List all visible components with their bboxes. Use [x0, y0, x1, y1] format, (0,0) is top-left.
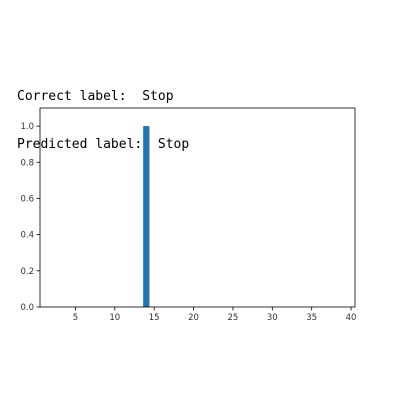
x-ticks-group: 5 10 15 20 25 30 35 40 — [73, 307, 357, 323]
x-tick-label: 40 — [346, 313, 357, 323]
correct-label-line: Correct label: Stop — [17, 89, 189, 105]
plot-frame — [39, 107, 356, 308]
correct-label-prefix: Correct label: — [17, 89, 143, 104]
x-tick-label: 25 — [228, 313, 239, 323]
x-tick-label: 35 — [306, 313, 317, 323]
bar-14 — [143, 126, 150, 307]
x-tick-label: 10 — [109, 313, 120, 323]
correct-label-value: Stop — [142, 89, 174, 104]
y-tick-label: 0.4 — [20, 231, 34, 241]
x-tick-label: 15 — [149, 313, 160, 323]
axes-group — [39, 107, 356, 308]
label-block: Correct label: Stop Predicted label: Sto… — [17, 57, 189, 185]
y-ticks-group: 0.0 0.2 0.4 0.6 0.8 1.0 — [20, 122, 40, 313]
bars-group — [143, 126, 150, 307]
predicted-label-line: Predicted label: Stop — [17, 137, 189, 153]
predicted-label-value: Stop — [157, 137, 190, 152]
y-tick-label: 0.2 — [20, 267, 34, 277]
y-tick-label: 1.0 — [20, 122, 34, 132]
y-tick-label: 0.8 — [20, 158, 34, 168]
x-tick-label: 30 — [267, 313, 278, 323]
y-tick-label: 0.0 — [20, 303, 34, 313]
predicted-label-prefix: Predicted label: — [17, 137, 158, 152]
x-tick-label: 20 — [188, 313, 199, 323]
y-tick-label: 0.6 — [20, 194, 34, 204]
x-tick-label: 5 — [73, 313, 78, 323]
